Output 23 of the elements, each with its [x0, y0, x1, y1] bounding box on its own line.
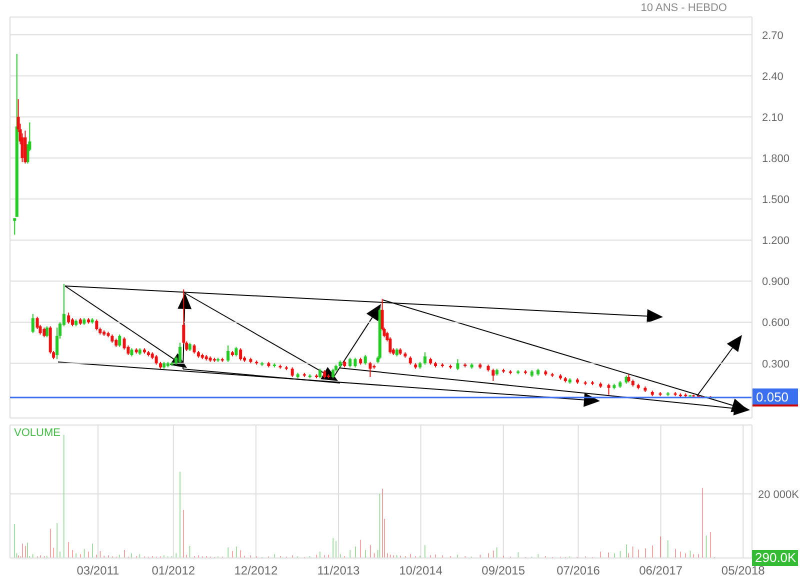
x-tick-label: 10/2014	[399, 564, 443, 578]
y-tick-label: 1.500	[762, 194, 790, 206]
x-tick-label: 06/2017	[639, 564, 683, 578]
chart-title: 10 ANS - HEBDO	[640, 2, 727, 14]
x-tick-label: 05/2018	[721, 564, 766, 578]
text: 290.0K	[752, 550, 798, 566]
x-tick-label: 12/2012	[234, 564, 278, 578]
x-tick-label: 03/2011	[76, 564, 120, 578]
ref-line-label: 0.050	[756, 389, 789, 404]
y-axis-title: VOLUME	[14, 427, 60, 439]
x-tick-label: 09/2015	[482, 564, 526, 578]
y-tick-label: 1.200	[762, 235, 790, 248]
x-tick-label: 07/2016	[556, 564, 600, 578]
y-tick-label: 2.40	[762, 70, 784, 83]
x-tick-label: 01/2012	[152, 564, 196, 578]
y-tick-label: 1.800	[762, 152, 790, 165]
x-tick-label: 11/2013	[317, 564, 360, 578]
y-tick-label: 2.10	[762, 112, 784, 124]
y-tick-label: 0.300	[762, 358, 790, 370]
y-tick-label: 2.70	[762, 30, 784, 42]
y-tick-label: 0.600	[762, 317, 790, 330]
y-tick-label: 20 000K	[758, 488, 800, 501]
y-tick-label: 0.900	[762, 276, 790, 288]
